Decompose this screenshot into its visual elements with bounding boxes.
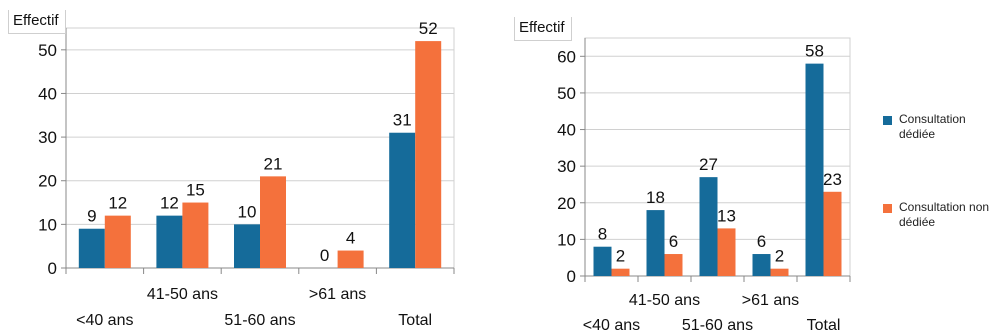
data-label: 18	[646, 188, 665, 207]
data-label: 8	[598, 225, 607, 244]
bar-series-1	[389, 132, 416, 268]
x-tick-label: 41-50 ans	[147, 286, 218, 303]
bar-series-1	[78, 228, 105, 268]
y-tick-label: 0	[567, 267, 576, 286]
bar-series-1	[805, 63, 824, 276]
x-tick-label: >61 ans	[742, 292, 799, 309]
y-tick-label: 20	[557, 194, 576, 213]
bar-series-2	[717, 228, 736, 276]
bar-series-1	[752, 254, 771, 276]
legend-label: Consultation dédiée	[899, 112, 966, 141]
data-label: 9	[87, 207, 96, 226]
chart-consultation-comparison: 0 10 20 30 40 50 60 8 2 <40 ans 18 6 41-50 ans 27 13 51…	[500, 0, 997, 335]
data-label: 12	[160, 194, 179, 213]
legend-item-consultation-non-dediee: Consultation non dédiée	[883, 200, 997, 230]
chart-age-distribution: 0 10 20 30 40 50 9 12 <40 ans 12 15 41-50 ans 10 21 51…	[0, 0, 470, 335]
data-label: 12	[108, 194, 127, 213]
y-tick-label: 40	[38, 84, 57, 103]
legend-label: Consultation non dédiée	[899, 200, 990, 229]
y-tick-label: 20	[38, 172, 57, 191]
data-label: 6	[669, 232, 678, 251]
y-tick-label: 50	[38, 41, 57, 60]
data-label: 27	[699, 155, 718, 174]
legend: Consultation dédiée Consultation non déd…	[883, 112, 997, 288]
data-label: 23	[823, 170, 842, 189]
x-tick-label: Total	[398, 312, 432, 329]
legend-swatch	[883, 204, 892, 213]
data-label: 52	[419, 19, 438, 38]
data-label: 6	[757, 232, 766, 251]
bar-series-2	[415, 41, 442, 268]
y-tick-label: 10	[557, 230, 576, 249]
x-tick-label: 41-50 ans	[629, 292, 700, 309]
x-tick-label: <40 ans	[583, 317, 640, 334]
bar-series-2	[337, 250, 364, 268]
y-tick-label: 30	[557, 157, 576, 176]
y-axis-title: Effectif	[514, 17, 572, 41]
data-label: 2	[616, 247, 625, 266]
legend-item-consultation-dediee: Consultation dédiée	[883, 112, 997, 142]
y-tick-label: 60	[557, 47, 576, 66]
bar-series-1	[593, 246, 612, 276]
bar-series-2	[182, 202, 209, 268]
legend-swatch	[883, 116, 892, 125]
y-tick-label: 30	[38, 128, 57, 147]
data-label: 21	[264, 154, 283, 173]
bar-series-2	[260, 176, 286, 268]
bar-series-2	[823, 191, 842, 276]
data-label: 2	[775, 247, 784, 266]
x-tick-label: Total	[807, 317, 841, 334]
data-label: 58	[805, 42, 824, 61]
data-label: 0	[320, 246, 329, 265]
data-label: 15	[186, 181, 205, 200]
data-label: 13	[717, 206, 736, 225]
bar-series-2	[664, 254, 683, 276]
data-label: 31	[393, 111, 412, 130]
y-tick-label: 10	[38, 215, 57, 234]
x-tick-label: 51-60 ans	[682, 317, 753, 334]
bar-series-2	[104, 215, 131, 268]
data-label: 4	[346, 229, 355, 248]
data-label: 10	[238, 202, 257, 221]
y-tick-label: 40	[557, 121, 576, 140]
y-tick-label: 0	[48, 259, 57, 278]
x-tick-label: 51-60 ans	[224, 312, 295, 329]
bar-series-1	[646, 210, 665, 276]
bar-series-1	[234, 224, 260, 268]
y-tick-label: 50	[557, 84, 576, 103]
bar-series-1	[699, 177, 718, 276]
bar-series-2	[770, 268, 789, 276]
x-tick-label: <40 ans	[76, 312, 133, 329]
x-tick-label: >61 ans	[309, 286, 366, 303]
y-axis-title: Effectif	[8, 10, 66, 34]
bar-series-2	[611, 268, 630, 276]
bar-series-1	[156, 215, 183, 268]
